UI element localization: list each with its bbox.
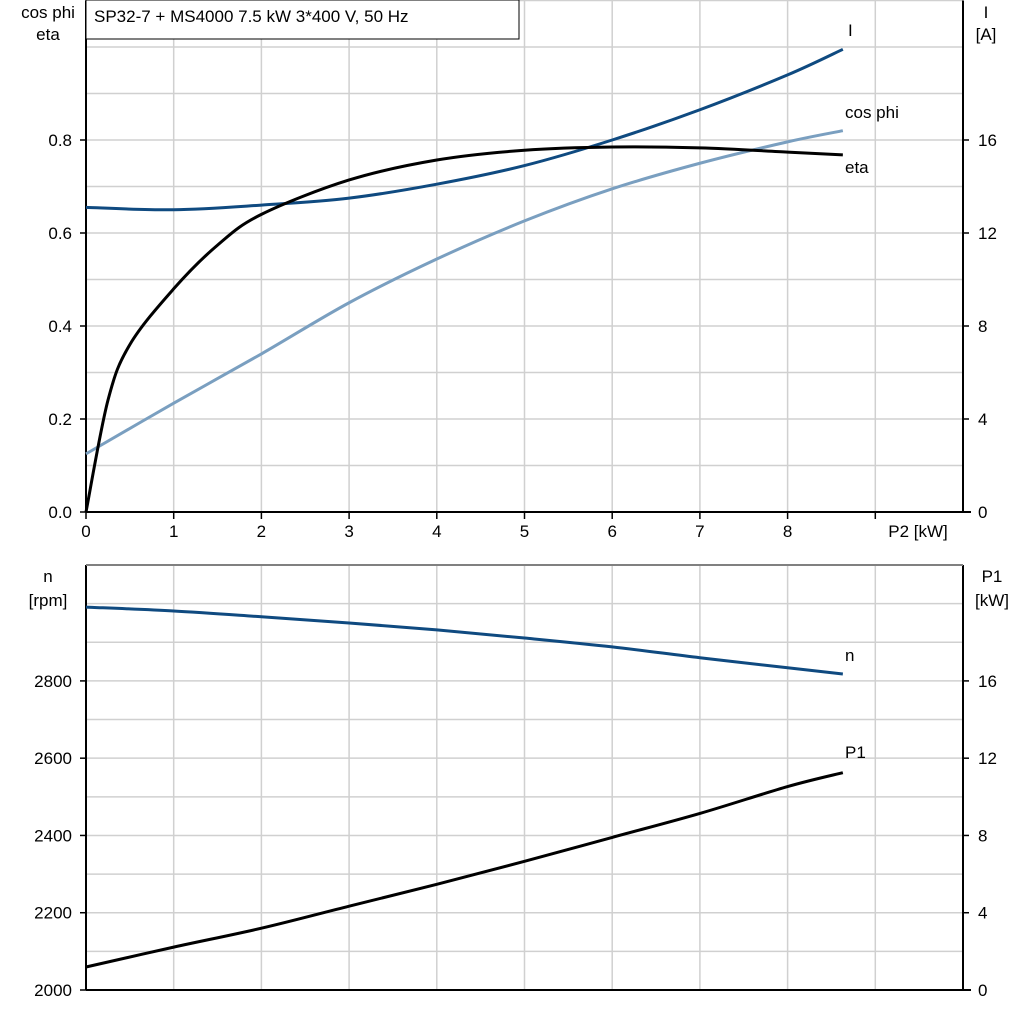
curve-eta [84, 145, 843, 513]
curve-label-i: I [848, 21, 853, 40]
title-box [85, 0, 520, 40]
curve-p1 [85, 771, 844, 969]
curve-cos-phi [85, 129, 844, 456]
right-tick-label: 12 [978, 749, 997, 768]
x-tick-label: 0 [81, 522, 90, 541]
right-tick-label: 4 [978, 904, 987, 923]
right-tick-label: 12 [978, 224, 997, 243]
x-axis-label: P2 [kW] [888, 522, 948, 541]
right-axis-label: [A] [976, 25, 997, 44]
left-axis-label: cos phi [21, 3, 75, 22]
x-tick-label: 1 [169, 522, 178, 541]
curve-i [85, 47, 844, 212]
left-tick-label: 0.2 [48, 410, 72, 429]
right-tick-label: 0 [978, 981, 987, 1000]
right-axis-label: I [984, 3, 989, 22]
curve-label-cos-phi: cos phi [845, 103, 899, 122]
curve-label-n: n [845, 646, 854, 665]
chart-title: SP32-7 + MS4000 7.5 kW 3*400 V, 50 Hz [94, 7, 409, 26]
right-axis-label: P1 [982, 567, 1003, 586]
left-tick-label: 2200 [34, 904, 72, 923]
x-tick-label: 3 [344, 522, 353, 541]
curve-n [85, 605, 844, 676]
left-tick-label: 2600 [34, 749, 72, 768]
left-tick-label: 0.0 [48, 503, 72, 522]
x-tick-label: 2 [257, 522, 266, 541]
left-tick-label: 2000 [34, 981, 72, 1000]
left-tick-label: 0.8 [48, 131, 72, 150]
left-tick-label: 2400 [34, 826, 72, 845]
x-tick-label: 6 [607, 522, 616, 541]
left-axis-label: [rpm] [29, 591, 68, 610]
right-tick-label: 16 [978, 131, 997, 150]
left-tick-label: 0.4 [48, 317, 72, 336]
right-tick-label: 0 [978, 503, 987, 522]
right-tick-label: 8 [978, 826, 987, 845]
x-tick-label: 5 [520, 522, 529, 541]
x-tick-label: 8 [783, 522, 792, 541]
x-tick-label: 7 [695, 522, 704, 541]
right-tick-label: 8 [978, 317, 987, 336]
right-tick-label: 16 [978, 672, 997, 691]
right-tick-label: 4 [978, 410, 987, 429]
left-tick-label: 0.6 [48, 224, 72, 243]
left-tick-label: 2800 [34, 672, 72, 691]
x-tick-label: 4 [432, 522, 441, 541]
left-axis-label: n [43, 567, 52, 586]
curve-label-eta: eta [845, 158, 869, 177]
curve-label-p1: P1 [845, 743, 866, 762]
right-axis-label: [kW] [975, 591, 1009, 610]
left-axis-label: eta [36, 25, 60, 44]
